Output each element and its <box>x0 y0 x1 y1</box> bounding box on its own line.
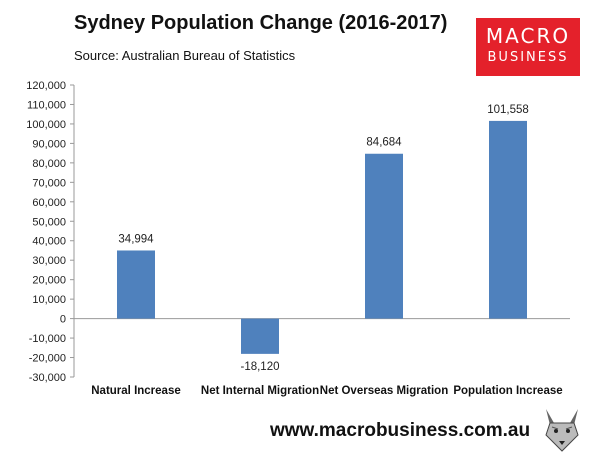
y-tick-label: 70,000 <box>32 177 66 189</box>
data-label: 34,994 <box>118 233 154 245</box>
chart-source: Source: Australian Bureau of Statistics <box>74 48 296 63</box>
y-tick-label: 10,000 <box>32 294 66 306</box>
x-tick-label: Population Increase <box>453 385 562 397</box>
y-tick-label: 50,000 <box>32 216 66 228</box>
y-tick-label: 80,000 <box>32 158 66 170</box>
data-label: -18,120 <box>240 361 279 373</box>
bar <box>241 318 279 354</box>
logo-line-1: MACRO <box>485 24 571 48</box>
y-tick-label: 110,000 <box>27 99 66 111</box>
y-tick-label: 40,000 <box>32 236 66 248</box>
y-tick-label: 20,000 <box>32 275 66 287</box>
logo-line-2: BUSINESS <box>487 50 569 65</box>
y-tick-label: -10,000 <box>29 333 66 345</box>
bar <box>365 153 403 319</box>
wolf-icon <box>540 405 584 453</box>
bar <box>489 120 527 319</box>
y-tick-label: 0 <box>60 314 66 326</box>
macrobusiness-logo: MACRO BUSINESS <box>476 18 580 76</box>
y-tick-label: 60,000 <box>32 197 66 209</box>
footer-url[interactable]: www.macrobusiness.com.au <box>270 420 531 441</box>
chart-title: Sydney Population Change (2016-2017) <box>74 12 448 34</box>
y-tick-label: -30,000 <box>29 372 66 384</box>
y-tick-label: 30,000 <box>32 255 66 267</box>
data-label: 101,558 <box>487 104 529 116</box>
x-tick-label: Natural Increase <box>91 385 181 397</box>
x-tick-label: Net Internal Migration <box>201 385 319 397</box>
y-tick-label: 120,000 <box>26 80 66 92</box>
y-tick-label: 90,000 <box>32 138 66 150</box>
y-tick-label: 100,000 <box>26 119 66 131</box>
bar <box>117 250 155 319</box>
y-tick-label: -20,000 <box>29 353 66 365</box>
data-label: 84,684 <box>366 137 402 149</box>
x-tick-label: Net Overseas Migration <box>320 385 448 397</box>
